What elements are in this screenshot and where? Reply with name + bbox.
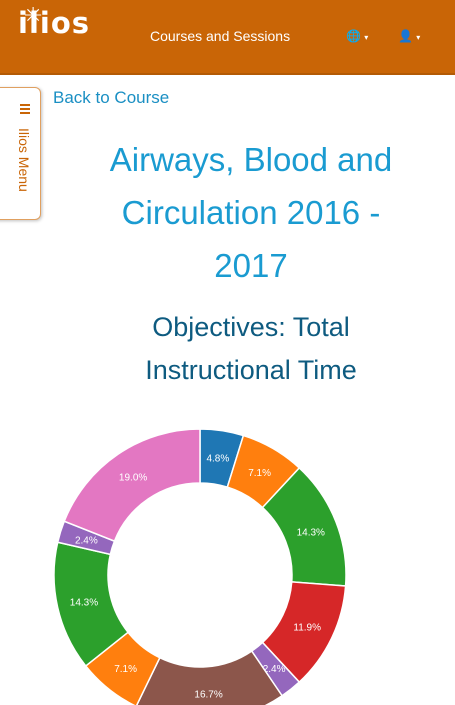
language-dropdown[interactable]: 🌐 ▾: [346, 29, 368, 43]
donut-slice-label: 11.9%: [293, 623, 321, 634]
user-icon: 👤: [398, 29, 413, 43]
chevron-down-icon: ▾: [416, 33, 420, 42]
hamburger-icon[interactable]: [20, 104, 30, 114]
ilios-logo[interactable]: ✳ ilios: [18, 6, 90, 40]
donut-slice-label: 14.3%: [297, 528, 325, 539]
donut-slice-label: 7.1%: [248, 468, 271, 479]
donut-slice[interactable]: [64, 429, 200, 541]
nav-title[interactable]: Courses and Sessions: [150, 28, 290, 44]
chart-title-line: Instructional Time: [60, 349, 442, 392]
course-title-line: Airways, Blood and: [60, 133, 442, 186]
donut-slice-label: 7.1%: [114, 664, 137, 675]
donut-slice-label: 14.3%: [70, 597, 98, 608]
logo-spark-icon: ✳: [24, 4, 43, 29]
donut-slice-label: 19.0%: [119, 473, 147, 484]
user-dropdown[interactable]: 👤 ▾: [398, 29, 420, 43]
course-title: Airways, Blood and Circulation 2016 - 20…: [60, 133, 442, 292]
donut-slice-label: 16.7%: [194, 690, 222, 701]
chevron-down-icon: ▾: [364, 33, 368, 42]
course-title-line: 2017: [60, 239, 442, 292]
donut-slice-label: 4.8%: [206, 453, 229, 464]
donut-slice-label: 2.4%: [75, 536, 98, 547]
chart-title: Objectives: Total Instructional Time: [60, 306, 442, 392]
chart-title-line: Objectives: Total: [60, 306, 442, 349]
top-navbar: ✳ ilios Courses and Sessions 🌐 ▾ 👤 ▾: [0, 0, 455, 75]
back-to-course-link[interactable]: Back to Course: [53, 88, 169, 108]
ilios-menu-label[interactable]: Ilios Menu: [16, 128, 32, 192]
course-title-line: Circulation 2016 -: [60, 186, 442, 239]
globe-icon: 🌐: [346, 29, 361, 43]
objectives-donut-chart: 4.8%7.1%14.3%11.9%2.4%16.7%7.1%14.3%2.4%…: [0, 405, 455, 705]
